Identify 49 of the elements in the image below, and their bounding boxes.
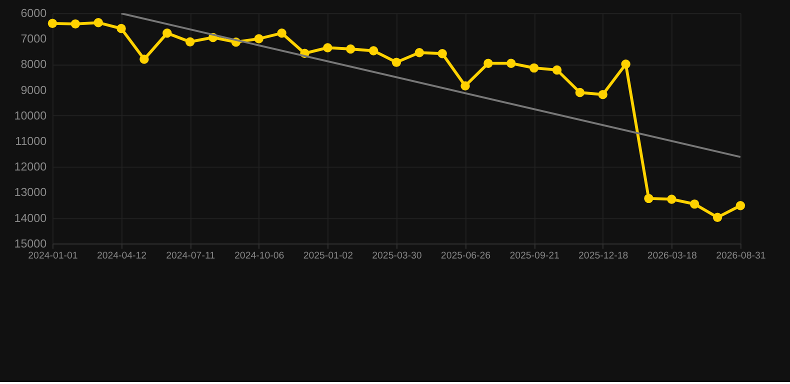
point [575, 88, 585, 98]
point [48, 18, 58, 28]
point [346, 44, 356, 54]
point [484, 58, 493, 68]
point [552, 65, 562, 75]
point [70, 19, 80, 29]
y-tick-label: 7000 [20, 32, 48, 46]
x-tick-label: 2025-12-18 [578, 250, 628, 262]
y-tick-label: 12000 [14, 160, 48, 174]
y-tick-label: 14000 [14, 212, 48, 225]
point [598, 90, 608, 100]
y-tick-label: 11000 [15, 135, 48, 148]
y-tick-label: 8000 [20, 58, 48, 72]
point [438, 49, 447, 58]
x-tick-label: 2025-09-21 [510, 250, 560, 262]
point [368, 46, 378, 56]
x-tick-label: 2024-10-06 [234, 250, 284, 262]
point [712, 212, 722, 222]
y-tick-label: 10000 [14, 109, 48, 122]
point [140, 54, 149, 64]
x-tick-label: 2026-03-18 [647, 250, 697, 262]
x-tick-label: 2024-04-12 [96, 250, 147, 262]
point [506, 58, 516, 68]
point [736, 201, 746, 210]
point [162, 28, 172, 38]
y-tick-label: 9000 [20, 84, 48, 97]
point [414, 48, 424, 58]
point [323, 43, 332, 52]
x-tick-label: 2026-08-31 [716, 250, 766, 262]
point [254, 34, 264, 44]
y-tick-label: 13000 [14, 186, 48, 200]
point [667, 194, 676, 204]
point [116, 24, 126, 34]
x-tick-label: 2024-07-11 [166, 250, 216, 262]
point [621, 60, 630, 69]
point [94, 18, 103, 28]
x-tick-label: 2025-01-02 [303, 250, 353, 262]
point [644, 194, 654, 204]
x-tick-label: 2025-06-26 [440, 250, 491, 262]
point [185, 37, 195, 46]
point [392, 58, 402, 67]
x-tick-label: 2025-03-30 [372, 250, 422, 262]
y-tick-label: 6000 [20, 7, 48, 20]
y-tick-label: 15000 [14, 237, 48, 250]
point [529, 63, 539, 73]
point [460, 81, 470, 90]
point [277, 28, 286, 38]
x-tick-label: 2024-01-01 [28, 250, 78, 262]
point [690, 199, 700, 209]
